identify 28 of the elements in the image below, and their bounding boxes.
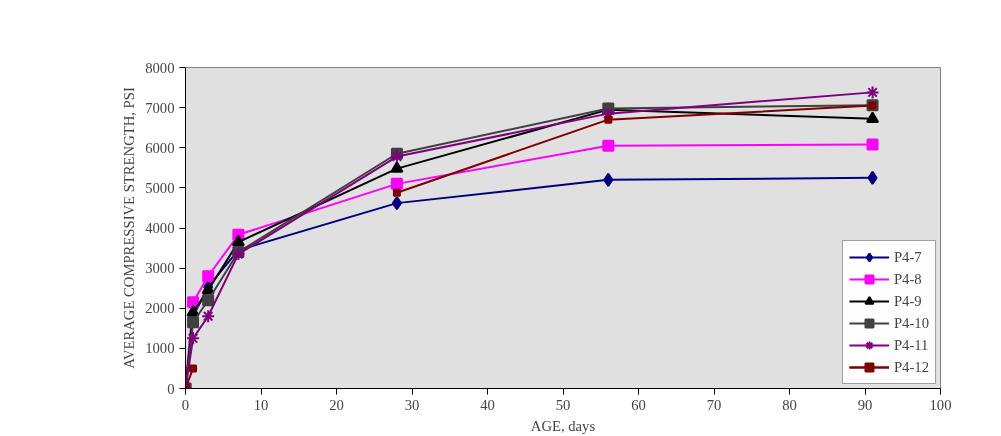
x-tick-label: 70: [706, 396, 722, 413]
x-tick-label: 30: [404, 396, 420, 413]
x-tick-label: 80: [782, 396, 797, 413]
legend-label: P4-12: [893, 358, 929, 376]
legend-label: P4-8: [893, 270, 922, 288]
legend-label: P4-10: [893, 314, 929, 332]
x-tick-label: 20: [329, 396, 344, 413]
x-tick-label: 90: [857, 396, 873, 413]
y-axis-title: AVERAGE COMPRESSIVE STRENGTH, PSI: [121, 87, 138, 369]
y-tick-label: 4000: [145, 220, 175, 236]
x-tick-label: 50: [555, 396, 571, 413]
y-tick-label: 2000: [145, 300, 175, 317]
y-tick-label: 3000: [145, 260, 175, 277]
x-axis-title: AGE, days: [530, 417, 596, 434]
legend-label: P4-9: [893, 292, 922, 310]
y-tick-label: 6000: [145, 139, 175, 156]
x-tick-label: 10: [253, 396, 269, 413]
legend-label: P4-11: [893, 336, 929, 354]
y-tick-label: 0: [167, 380, 175, 397]
y-tick-label: 5000: [145, 179, 175, 196]
x-tick-label: 0: [181, 396, 190, 413]
x-tick-label: 60: [631, 396, 646, 413]
y-tick-label: 1000: [145, 340, 175, 357]
y-tick-label: 7000: [145, 99, 175, 116]
legend-label: P4-7: [893, 248, 922, 266]
y-tick-label: 8000: [145, 59, 175, 76]
x-tick-label: 40: [480, 396, 495, 413]
x-tick-label: 100: [929, 396, 952, 413]
